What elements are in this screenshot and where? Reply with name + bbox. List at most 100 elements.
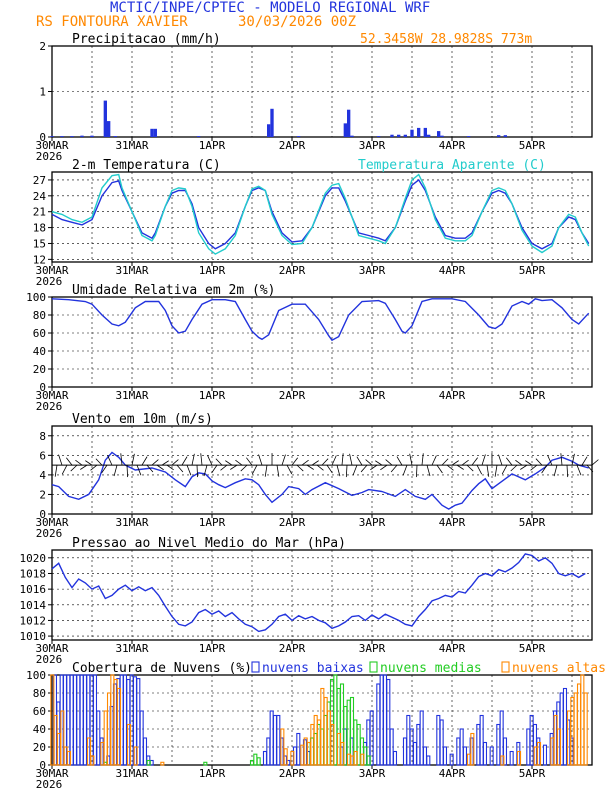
bar-nuvens-baixas [269,710,274,766]
wind-barb [75,459,83,466]
bar-nuvens-baixas [262,750,268,766]
bar-nuvens-altas [336,732,342,766]
wind-barb [441,458,449,466]
x-tick-label: 1APR [199,389,226,402]
bar-precip [50,136,54,137]
panel-title: Vento em 10m (m/s) [72,412,213,427]
bar-nuvens-altas [60,710,65,766]
bar-nuvens-baixas [406,714,411,766]
bar-nuvens-baixas [496,723,501,766]
y-tick-label: 1014 [20,599,47,612]
bar-precip [497,135,501,137]
bar-nuvens-baixas [272,714,278,766]
x-tick-label: 2APR [279,389,306,402]
x-tick-label: 4APR [439,264,466,277]
bar-nuvens-altas [133,746,138,766]
x-tick-label: 3APR [359,642,386,655]
wind-barb [375,460,383,466]
bar-nuvens-altas [570,696,575,766]
wind-barb [352,464,358,476]
x-tick-label: 4APR [439,642,466,655]
bar-nuvens-baixas [412,741,418,766]
wind-barb [131,453,135,466]
y-tick-label: 80 [33,309,46,322]
bar-nuvens-altas [553,714,558,766]
x-tick-label: 3APR [359,139,386,152]
x-tick-label: 3APR [359,264,386,277]
wind-barb [316,464,324,471]
wind-barb [581,456,588,466]
bar-precip [397,134,401,137]
wind-barb [58,454,63,466]
bar-nuvens-baixas [386,678,391,766]
x-tick-label: 31MAR [115,389,148,402]
y-tick-label: 18 [33,222,46,235]
wind-barb [409,453,413,466]
wind-barb [520,464,528,470]
y-tick-label: 2 [39,40,46,53]
x-tick-label: 30MAR [35,516,68,529]
bar-nuvens-altas [126,723,132,766]
bar-nuvens-altas [103,710,108,766]
wind-barb [207,455,213,466]
wind-barb [576,464,582,476]
bar-precip [297,136,301,137]
y-tick-label: 1018 [20,567,47,580]
bar-nuvens-baixas [422,746,428,766]
bar-nuvens-baixas [142,737,148,766]
bar-nuvens-baixas [382,674,388,766]
wind-barb [251,464,258,475]
wind-barb [451,460,459,466]
bar-precip [60,136,64,137]
bar-nuvens-altas [53,714,58,766]
bar-nuvens-baixas [139,710,144,766]
wind-barb [191,453,195,466]
bar-nuvens-baixas [389,728,394,766]
wind-barb [54,465,58,477]
wind-barb [446,464,454,471]
wind-barb [176,464,184,473]
bar-nuvens-baixas [542,744,548,766]
bar-nuvens-baixas [489,746,494,766]
bar-precip [437,131,441,137]
wind-barb [235,459,243,466]
wind-barb [498,454,503,466]
wind-barb [126,465,129,478]
wind-barb [426,465,431,477]
x-tick-label: 31MAR [115,767,148,780]
wind-barb [141,456,148,466]
x-tick-label: 1APR [199,264,226,277]
x-tick-label: 2APR [279,516,306,529]
wind-barb [151,459,159,466]
wind-barb [321,458,329,466]
bar-nuvens-altas [116,687,122,766]
y-tick-label: 1012 [20,614,47,627]
wind-barb [95,458,103,466]
wind-barb [113,465,118,477]
bar-nuvens-altas [556,728,562,766]
bar-nuvens-baixas [122,674,128,766]
bar-nuvens-altas [63,746,68,766]
wind-barb [296,464,304,472]
wind-barb [380,464,388,471]
wind-barb [166,464,174,471]
bar-nuvens-altas [346,753,352,766]
x-year-label: 2026 [36,778,63,791]
wind-barb [136,464,142,476]
wind-barb [225,460,233,466]
bar-nuvens-altas [306,741,312,766]
header-run: 30/03/2026 00Z [238,14,356,30]
x-tick-label: 31MAR [115,642,148,655]
y-tick-label: 2 [39,488,46,501]
line-Temperatura-Aparente [51,173,590,255]
bar-nuvens-baixas [276,714,281,766]
bar-precip [410,129,414,137]
bar-precip [417,127,421,137]
line-PNMM [51,553,586,633]
wind-barb [461,459,469,466]
x-tick-label: 31MAR [115,139,148,152]
legend-item: nuvens baixas [262,661,364,676]
x-tick-label: 4APR [439,139,466,152]
x-tick-label: 30MAR [35,139,68,152]
bar-nuvens-altas [470,732,475,766]
